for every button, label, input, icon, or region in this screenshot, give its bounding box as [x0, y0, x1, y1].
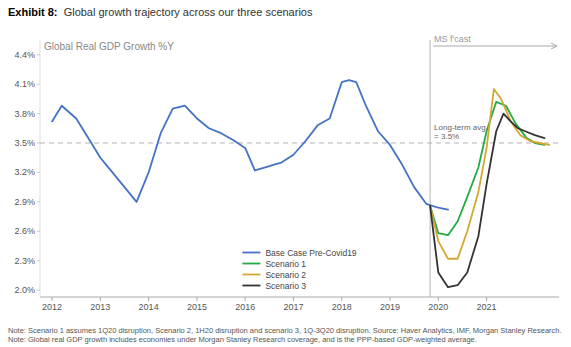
legend-swatch — [242, 263, 260, 265]
series-line — [430, 89, 549, 259]
x-tick-label: 2012 — [42, 302, 62, 312]
forecast-line — [430, 40, 431, 297]
y-tick-label: 3.8% — [14, 109, 35, 119]
y-axis: 2.0% 2.3% 2.6% 2.9% 3.2% 3.5% 3.8% 4.1% 4.4% — [14, 50, 40, 295]
y-tick — [37, 260, 40, 261]
background — [0, 0, 571, 347]
x-tick — [100, 297, 101, 301]
series-line — [52, 80, 448, 209]
y-tick-label: 4.1% — [14, 79, 35, 89]
note-line: Note: Global real GDP growth includes ec… — [8, 335, 477, 344]
x-tick — [390, 297, 391, 301]
x-axis-line — [40, 297, 559, 298]
note: Note: Scenario 1 assumes 1Q20 disruption… — [8, 326, 562, 344]
legend-swatch — [242, 274, 260, 276]
legend-item: Base Case Pre-Covid19 — [242, 248, 356, 258]
y-tick-label: 2.3% — [14, 256, 35, 266]
title-rest: Global growth trajectory across our thre… — [58, 6, 313, 18]
y-tick — [37, 84, 40, 85]
x-tick — [341, 297, 342, 301]
x-tick — [196, 297, 197, 301]
legend-label: Scenario 2 — [265, 270, 306, 280]
series-line — [430, 102, 544, 235]
title-bold: Exhibit 8: — [8, 6, 58, 18]
x-tick-label: 2013 — [90, 302, 110, 312]
long-term-average-line — [40, 142, 559, 143]
y-tick-label: 4.4% — [14, 50, 35, 60]
x-axis: 2012 2013 2014 2015 2016 2017 2018 2019 2020 2021 — [42, 297, 497, 312]
x-tick — [293, 297, 294, 301]
y-tick — [37, 172, 40, 173]
y-tick — [37, 231, 40, 232]
y-tick-label: 3.5% — [14, 138, 35, 148]
x-tick-label: 2017 — [283, 302, 303, 312]
x-tick-label: 2019 — [380, 302, 400, 312]
y-tick — [37, 290, 40, 291]
y-tick-label: 3.2% — [14, 167, 35, 177]
y-tick-label: 2.6% — [14, 226, 35, 236]
plot-area — [40, 40, 559, 297]
y-tick-label: 2.9% — [14, 197, 35, 207]
y-tick — [37, 201, 40, 202]
legend-swatch — [242, 252, 260, 254]
x-tick-label: 2020 — [428, 302, 448, 312]
legend-label: Scenario 1 — [265, 259, 306, 269]
forecast-arrow — [433, 46, 557, 47]
subtitle: Global Real GDP Growth %Y — [44, 41, 174, 52]
long-term-average-label-line: = 3.5% — [434, 132, 459, 141]
legend-swatch — [242, 285, 260, 287]
x-tick-label: 2021 — [477, 302, 497, 312]
title: Exhibit 8: Global growth trajectory acro… — [8, 6, 313, 18]
legend: Base Case Pre-Covid19Scenario 1Scenario … — [242, 248, 356, 291]
x-tick — [486, 297, 487, 301]
x-tick-label: 2015 — [187, 302, 207, 312]
series-line — [430, 114, 544, 288]
y-tick — [37, 54, 40, 55]
x-tick — [438, 297, 439, 301]
note-line: Note: Scenario 1 assumes 1Q20 disruption… — [8, 326, 562, 335]
legend-label: Scenario 3 — [265, 281, 306, 291]
x-tick-label: 2016 — [235, 302, 255, 312]
x-tick — [148, 297, 149, 301]
y-tick — [37, 113, 40, 114]
y-axis-line — [40, 40, 41, 297]
x-tick — [52, 297, 53, 301]
long-term-average-label: Long-term avg.= 3.5% — [434, 123, 488, 141]
legend-item: Scenario 2 — [242, 270, 306, 280]
y-tick-label: 2.0% — [14, 285, 35, 295]
chart: Exhibit 8: Global growth trajectory acro… — [0, 0, 571, 347]
long-term-average-label-line: Long-term avg. — [434, 123, 488, 132]
legend-item: Scenario 3 — [242, 281, 306, 291]
legend-item: Scenario 1 — [242, 259, 306, 269]
x-tick — [245, 297, 246, 301]
x-tick-label: 2014 — [139, 302, 159, 312]
x-tick-label: 2018 — [332, 302, 352, 312]
forecast-label: MS f'cast — [434, 34, 471, 44]
y-tick — [37, 142, 40, 143]
legend-label: Base Case Pre-Covid19 — [265, 248, 356, 258]
